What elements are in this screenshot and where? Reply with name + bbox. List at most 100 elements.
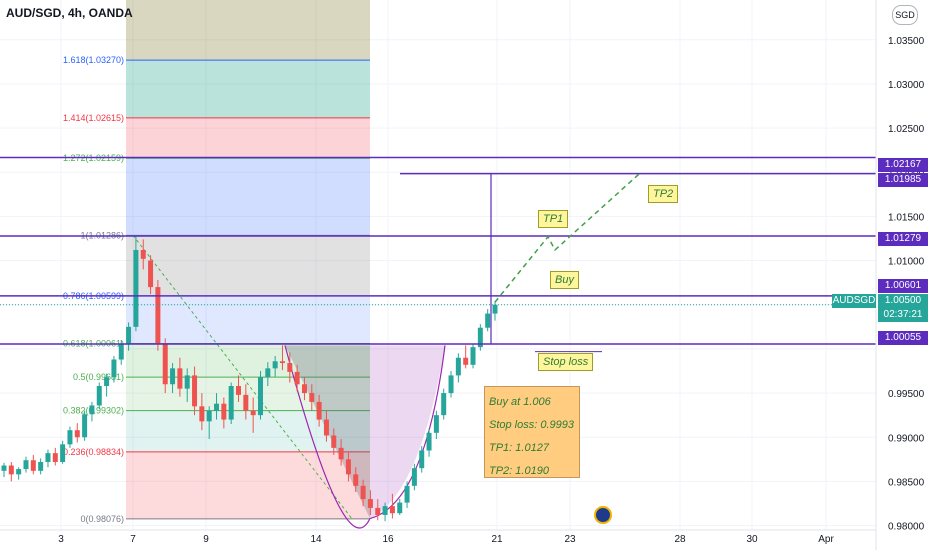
x-tick-label: 3 [58, 534, 64, 545]
trade-plan-note[interactable]: Buy at 1.006 Stop loss: 0.9993 TP1: 1.01… [484, 386, 580, 478]
candle-body [155, 287, 161, 344]
candle-body [23, 460, 29, 470]
x-tick-label: 23 [564, 534, 576, 545]
candle-body [455, 357, 461, 376]
stop-loss-label[interactable]: Stop loss [538, 353, 594, 371]
x-tick-label: 30 [746, 534, 758, 545]
note-line-tp2: TP2: 1.0190 [489, 465, 549, 477]
candle-body [133, 249, 139, 327]
candle-body [477, 327, 483, 348]
candle-body [375, 507, 381, 515]
y-tick-label: 0.98000 [888, 522, 925, 533]
candle-body [199, 406, 205, 422]
x-tick-label: 14 [310, 534, 322, 545]
candle-body [404, 485, 410, 503]
candle-body [74, 430, 80, 438]
y-tick-label: 1.03500 [888, 36, 925, 47]
candle-body [96, 386, 102, 406]
candle-body [360, 485, 366, 500]
y-tick-label: 1.01000 [888, 257, 925, 268]
y-tick-label: 1.02500 [888, 124, 925, 135]
fib-level-label: 0(0.98076) [80, 514, 124, 524]
last-price-label: 1.00500 02:37:21 [878, 294, 928, 322]
y-tick-label: 0.98500 [888, 477, 925, 488]
candle-body [104, 377, 110, 387]
candle-body [82, 414, 88, 438]
candle-body [301, 384, 307, 394]
buy-label[interactable]: Buy [550, 271, 579, 289]
candle-body [89, 405, 95, 415]
candle-body [236, 386, 242, 395]
candle-body [162, 343, 168, 385]
candle-body [1, 465, 7, 471]
candle-body [111, 359, 117, 378]
candle-body [492, 304, 498, 314]
bowl-fill [370, 345, 445, 519]
candle-body [411, 468, 417, 486]
x-tick-label: 28 [674, 534, 686, 545]
candle-body [331, 435, 337, 448]
candle-body [485, 313, 491, 328]
note-line-buy: Buy at 1.006 [489, 396, 551, 408]
candle-body [45, 453, 51, 462]
candle-body [8, 465, 14, 475]
candle-body [353, 474, 359, 486]
candle-body [323, 419, 329, 436]
tp1-label[interactable]: TP1 [538, 210, 569, 228]
chart-title: AUD/SGD, 4h, OANDA [6, 6, 133, 20]
candle-body [309, 393, 315, 402]
fib-band [126, 235, 370, 297]
candle-body [272, 361, 278, 369]
candle-body [316, 401, 322, 420]
australia-flag-icon[interactable] [594, 506, 612, 524]
fib-band [126, 410, 370, 452]
y-tick-label: 0.99000 [888, 433, 925, 444]
candle-body [250, 410, 256, 416]
fibonacci-retracement: 1.618(1.03270)1.414(1.02615)1.272(1.0215… [63, 0, 370, 524]
x-tick-label: Apr [818, 534, 834, 545]
price-label-4: 1.00601 [878, 279, 928, 293]
y-tick-label: 1.01500 [888, 212, 925, 223]
x-tick-label: 16 [382, 534, 394, 545]
candle-body [140, 249, 146, 259]
candle-body [38, 461, 44, 471]
tp2-label[interactable]: TP2 [648, 185, 679, 203]
candle-body [52, 453, 58, 462]
price-label-3: 1.01279 [878, 232, 928, 246]
candle-body [214, 403, 220, 411]
fib-band [126, 158, 370, 236]
candle-body [397, 502, 403, 514]
candle-body [228, 386, 234, 420]
x-tick-label: 9 [203, 534, 209, 545]
note-line-tp1: TP1: 1.0127 [489, 442, 549, 454]
candle-body [382, 506, 388, 515]
candle-body [16, 469, 22, 475]
candle-body [419, 450, 425, 469]
candle-body [30, 460, 36, 471]
fib-band [126, 117, 370, 159]
candle-body [389, 506, 395, 514]
price-label-2: 1.01985 [878, 173, 928, 187]
candlestick-series [1, 234, 498, 522]
candle-body [279, 361, 285, 364]
candle-body [426, 432, 432, 451]
grid-layer [0, 0, 876, 530]
y-tick-label: 0.99500 [888, 389, 925, 400]
price-label-5: 1.00055 [878, 331, 928, 345]
x-tick-label: 7 [130, 534, 136, 545]
currency-button[interactable]: SGD [892, 5, 918, 25]
symbol-label: AUDSGD [832, 294, 876, 308]
candle-body [345, 459, 351, 475]
price-label-1: 1.02167 [878, 158, 928, 172]
candle-body [170, 368, 176, 385]
candle-body [470, 347, 476, 365]
candle-body [184, 375, 190, 389]
candle-body [192, 375, 198, 407]
fib-level-label: 0.5(0.99681) [73, 372, 124, 382]
candle-body [367, 499, 373, 508]
candle-body [206, 410, 212, 422]
fib-level-label: 0.236(0.98834) [63, 447, 124, 457]
candle-body [433, 415, 439, 433]
